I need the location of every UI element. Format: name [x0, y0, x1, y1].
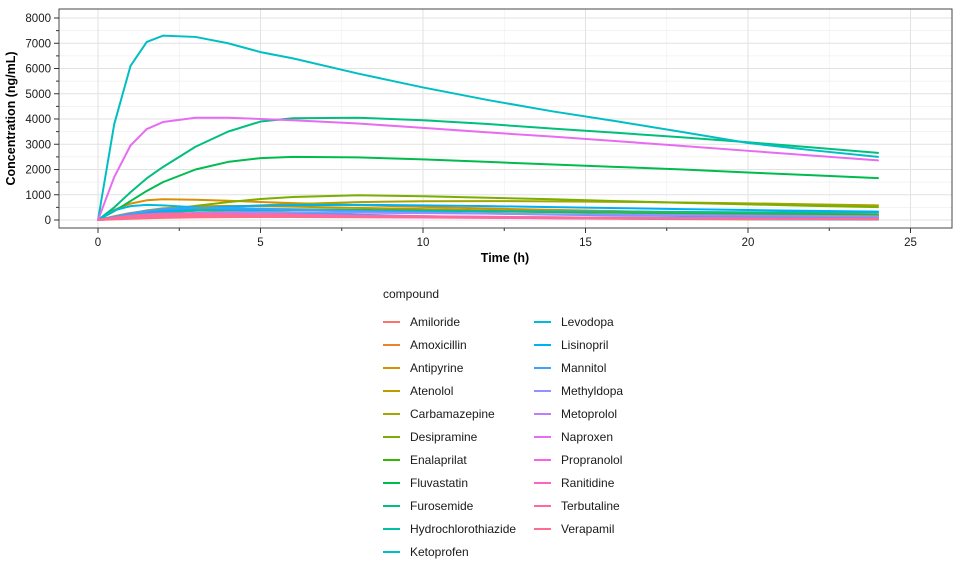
- legend-label: Metoprolol: [561, 406, 618, 421]
- legend-label: Furosemide: [410, 498, 474, 513]
- chart-svg: 0 5 10 15 20 25 0 1000 2000 3000 4000 5000 6000 7000 8…: [4, 8, 953, 265]
- legend-line-swatch: [534, 320, 551, 323]
- legend-item-furosemide: Furosemide: [383, 494, 534, 517]
- legend-line-swatch: [383, 366, 400, 369]
- legend-label: Fluvastatin: [410, 475, 469, 490]
- y-tick-label: 3000: [25, 139, 51, 151]
- curve-lisinopril: [97, 203, 879, 221]
- legend-line-swatch: [534, 481, 551, 484]
- legend-label: Ketoprofen: [410, 544, 469, 559]
- legend-label: Atenolol: [410, 383, 454, 398]
- legend-item-lisinopril: Lisinopril: [534, 333, 623, 356]
- legend-line-swatch: [383, 412, 400, 415]
- legend-item-metoprolol: Metoprolol: [534, 402, 623, 425]
- legend-item-methyldopa: Methyldopa: [534, 379, 623, 402]
- concentration-time-chart: 0 5 10 15 20 25 0 1000 2000 3000 4000 5000 6000 7000 8…: [0, 0, 960, 281]
- legend-label: Mannitol: [561, 360, 607, 375]
- x-tick-label: 20: [742, 237, 755, 249]
- curve-fluvastatin: [97, 155, 879, 221]
- legend-column-2: Levodopa Lisinopril Mannitol Methyldopa Meto…: [534, 310, 623, 563]
- legend-line-swatch: [534, 435, 551, 438]
- legend-column-1: Amiloride Amoxicillin Antipyrine Atenolol Ca…: [383, 310, 534, 563]
- legend-columns: Amiloride Amoxicillin Antipyrine Atenolol Ca…: [383, 310, 623, 563]
- legend-label: Amiloride: [410, 314, 461, 329]
- legend-line-swatch: [383, 550, 400, 553]
- legend-item-terbutaline: Terbutaline: [534, 494, 623, 517]
- curve-verapamil: [97, 213, 879, 221]
- legend-label: Lisinopril: [561, 337, 609, 352]
- legend-item-carbamazepine: Carbamazepine: [383, 402, 534, 425]
- legend-line-swatch: [534, 504, 551, 507]
- axis-ticks: [54, 17, 911, 233]
- legend-item-verapamil: Verapamil: [534, 517, 623, 540]
- legend-line-swatch: [383, 481, 400, 484]
- legend-item-ranitidine: Ranitidine: [534, 471, 623, 494]
- legend-label: Verapamil: [561, 521, 615, 536]
- legend-line-swatch: [534, 366, 551, 369]
- legend-line-swatch: [383, 389, 400, 392]
- legend-item-naproxen: Naproxen: [534, 425, 623, 448]
- legend-label: Desipramine: [410, 429, 478, 444]
- legend-item-enalaprilat: Enalaprilat: [383, 448, 534, 471]
- curve-furosemide: [97, 116, 879, 221]
- legend-label: Hydrochlorothiazide: [410, 521, 517, 536]
- x-tick-label: 15: [579, 237, 592, 249]
- legend-item-desipramine: Desipramine: [383, 425, 534, 448]
- legend-label: Ranitidine: [561, 475, 615, 490]
- y-tick-label: 5000: [25, 89, 51, 101]
- y-tick-label: 0: [45, 215, 51, 227]
- y-tick-label: 6000: [25, 64, 51, 76]
- legend-label: Antipyrine: [410, 360, 464, 375]
- legend-line-swatch: [383, 320, 400, 323]
- legend-line-swatch: [534, 412, 551, 415]
- legend-item-hydrochlorothiazide: Hydrochlorothiazide: [383, 517, 534, 540]
- legend-label: Propranolol: [561, 452, 623, 467]
- legend-label: Terbutaline: [561, 498, 620, 513]
- x-tick-label: 0: [95, 237, 101, 249]
- x-axis-title: Time (h): [481, 251, 529, 265]
- legend-line-swatch: [534, 343, 551, 346]
- legend-item-propranolol: Propranolol: [534, 448, 623, 471]
- legend-item-ketoprofen: Ketoprofen: [383, 540, 534, 563]
- y-tick-label: 1000: [25, 190, 51, 202]
- legend-line-swatch: [383, 504, 400, 507]
- legend: compound Amiloride Amoxicillin Antipyrine A…: [383, 287, 623, 563]
- legend-item-amoxicillin: Amoxicillin: [383, 333, 534, 356]
- legend-line-swatch: [383, 343, 400, 346]
- legend-item-mannitol: Mannitol: [534, 356, 623, 379]
- x-tick-label: 25: [904, 237, 917, 249]
- y-tick-label: 8000: [25, 13, 51, 25]
- legend-label: Levodopa: [561, 314, 614, 329]
- legend-line-swatch: [383, 527, 400, 530]
- legend-item-amiloride: Amiloride: [383, 310, 534, 333]
- y-axis-title: Concentration (ng/mL): [4, 51, 18, 185]
- curve-naproxen: [97, 116, 879, 221]
- legend-label: Carbamazepine: [410, 406, 495, 421]
- legend-line-swatch: [534, 389, 551, 392]
- y-tick-label: 2000: [25, 165, 51, 177]
- grid-minor-lines: [59, 9, 952, 228]
- legend-title: compound: [383, 287, 440, 301]
- legend-line-swatch: [534, 458, 551, 461]
- y-tick-label: 4000: [25, 114, 51, 126]
- y-tick-label: 7000: [25, 38, 51, 50]
- legend-line-swatch: [383, 458, 400, 461]
- legend-line-swatch: [383, 435, 400, 438]
- series-curves: [97, 34, 879, 221]
- curve-ketoprofen: [97, 34, 879, 221]
- legend-item-fluvastatin: Fluvastatin: [383, 471, 534, 494]
- legend-item-atenolol: Atenolol: [383, 379, 534, 402]
- legend-label: Enalaprilat: [410, 452, 467, 467]
- legend-label: Naproxen: [561, 429, 614, 444]
- legend-item-antipyrine: Antipyrine: [383, 356, 534, 379]
- x-tick-label: 10: [417, 237, 430, 249]
- legend-item-levodopa: Levodopa: [534, 310, 623, 333]
- axis-tick-labels: 0 5 10 15 20 25 0 1000 2000 3000 4000 5000 6000 7000 8…: [25, 13, 916, 249]
- legend-label: Amoxicillin: [410, 337, 467, 352]
- legend-label: Methyldopa: [561, 383, 624, 398]
- x-tick-label: 5: [257, 237, 263, 249]
- legend-line-swatch: [534, 527, 551, 530]
